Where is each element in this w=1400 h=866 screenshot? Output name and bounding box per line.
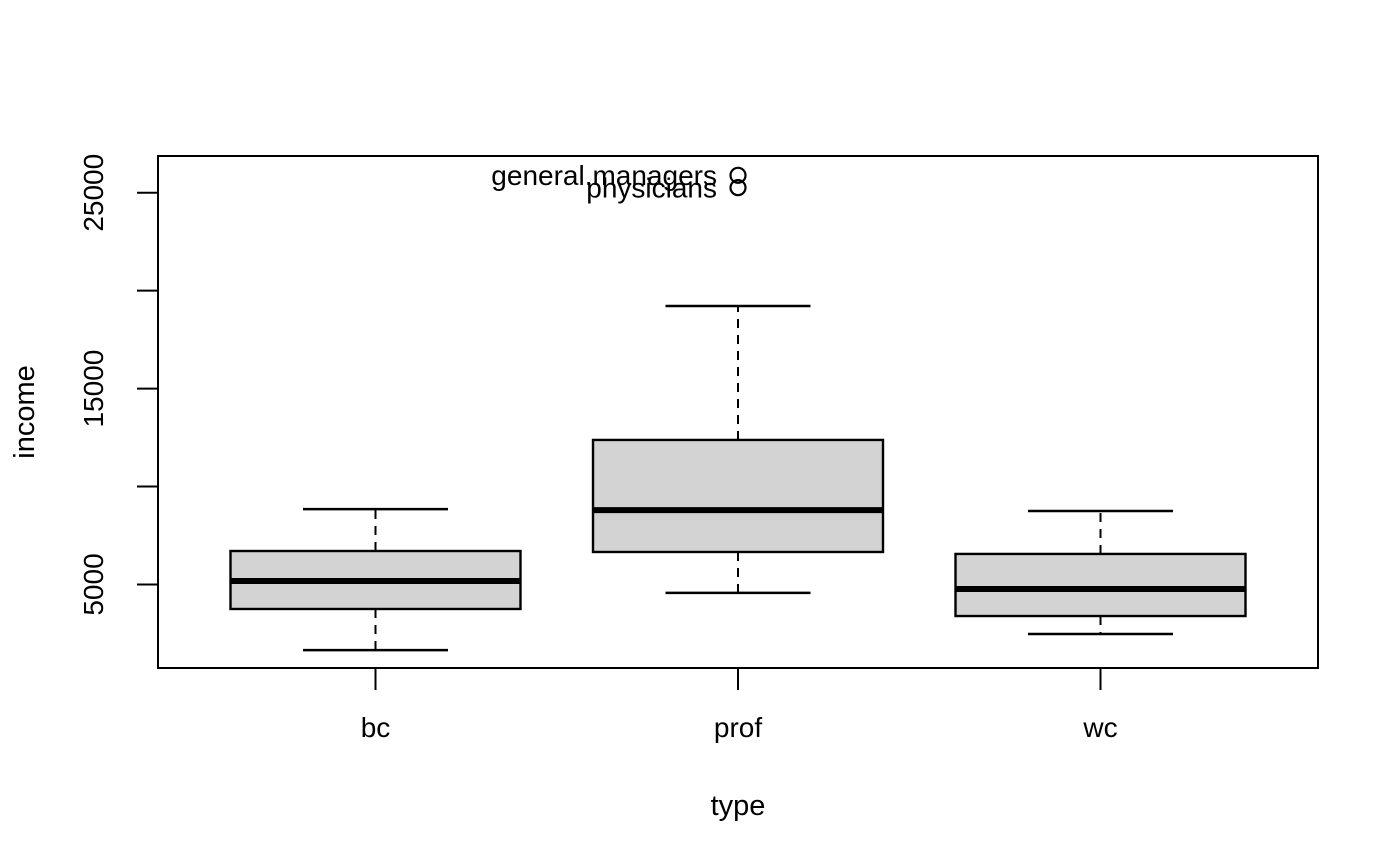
y-axis-tick-label: 25000 (78, 154, 109, 232)
x-axis-tick-label: prof (714, 712, 762, 743)
y-axis-title: income (9, 365, 41, 459)
x-axis-title: type (711, 790, 766, 822)
outlier-label: general.managers (491, 160, 717, 191)
x-axis-tick-label: wc (1082, 712, 1117, 743)
box-prof (591, 438, 885, 554)
x-axis-tick-label: bc (361, 712, 391, 743)
outlier-label: physicians (586, 172, 717, 203)
outlier-point-prof (729, 166, 747, 184)
chart-layer: 5000 15000 25000 bc prof wc general.managersph… (78, 154, 1319, 743)
plot-border (157, 155, 1319, 669)
outlier-point-prof (729, 179, 747, 197)
y-axis-tick-label: 15000 (78, 350, 109, 428)
box-wc (954, 552, 1247, 618)
y-axis-tick-label: 5000 (78, 553, 109, 615)
